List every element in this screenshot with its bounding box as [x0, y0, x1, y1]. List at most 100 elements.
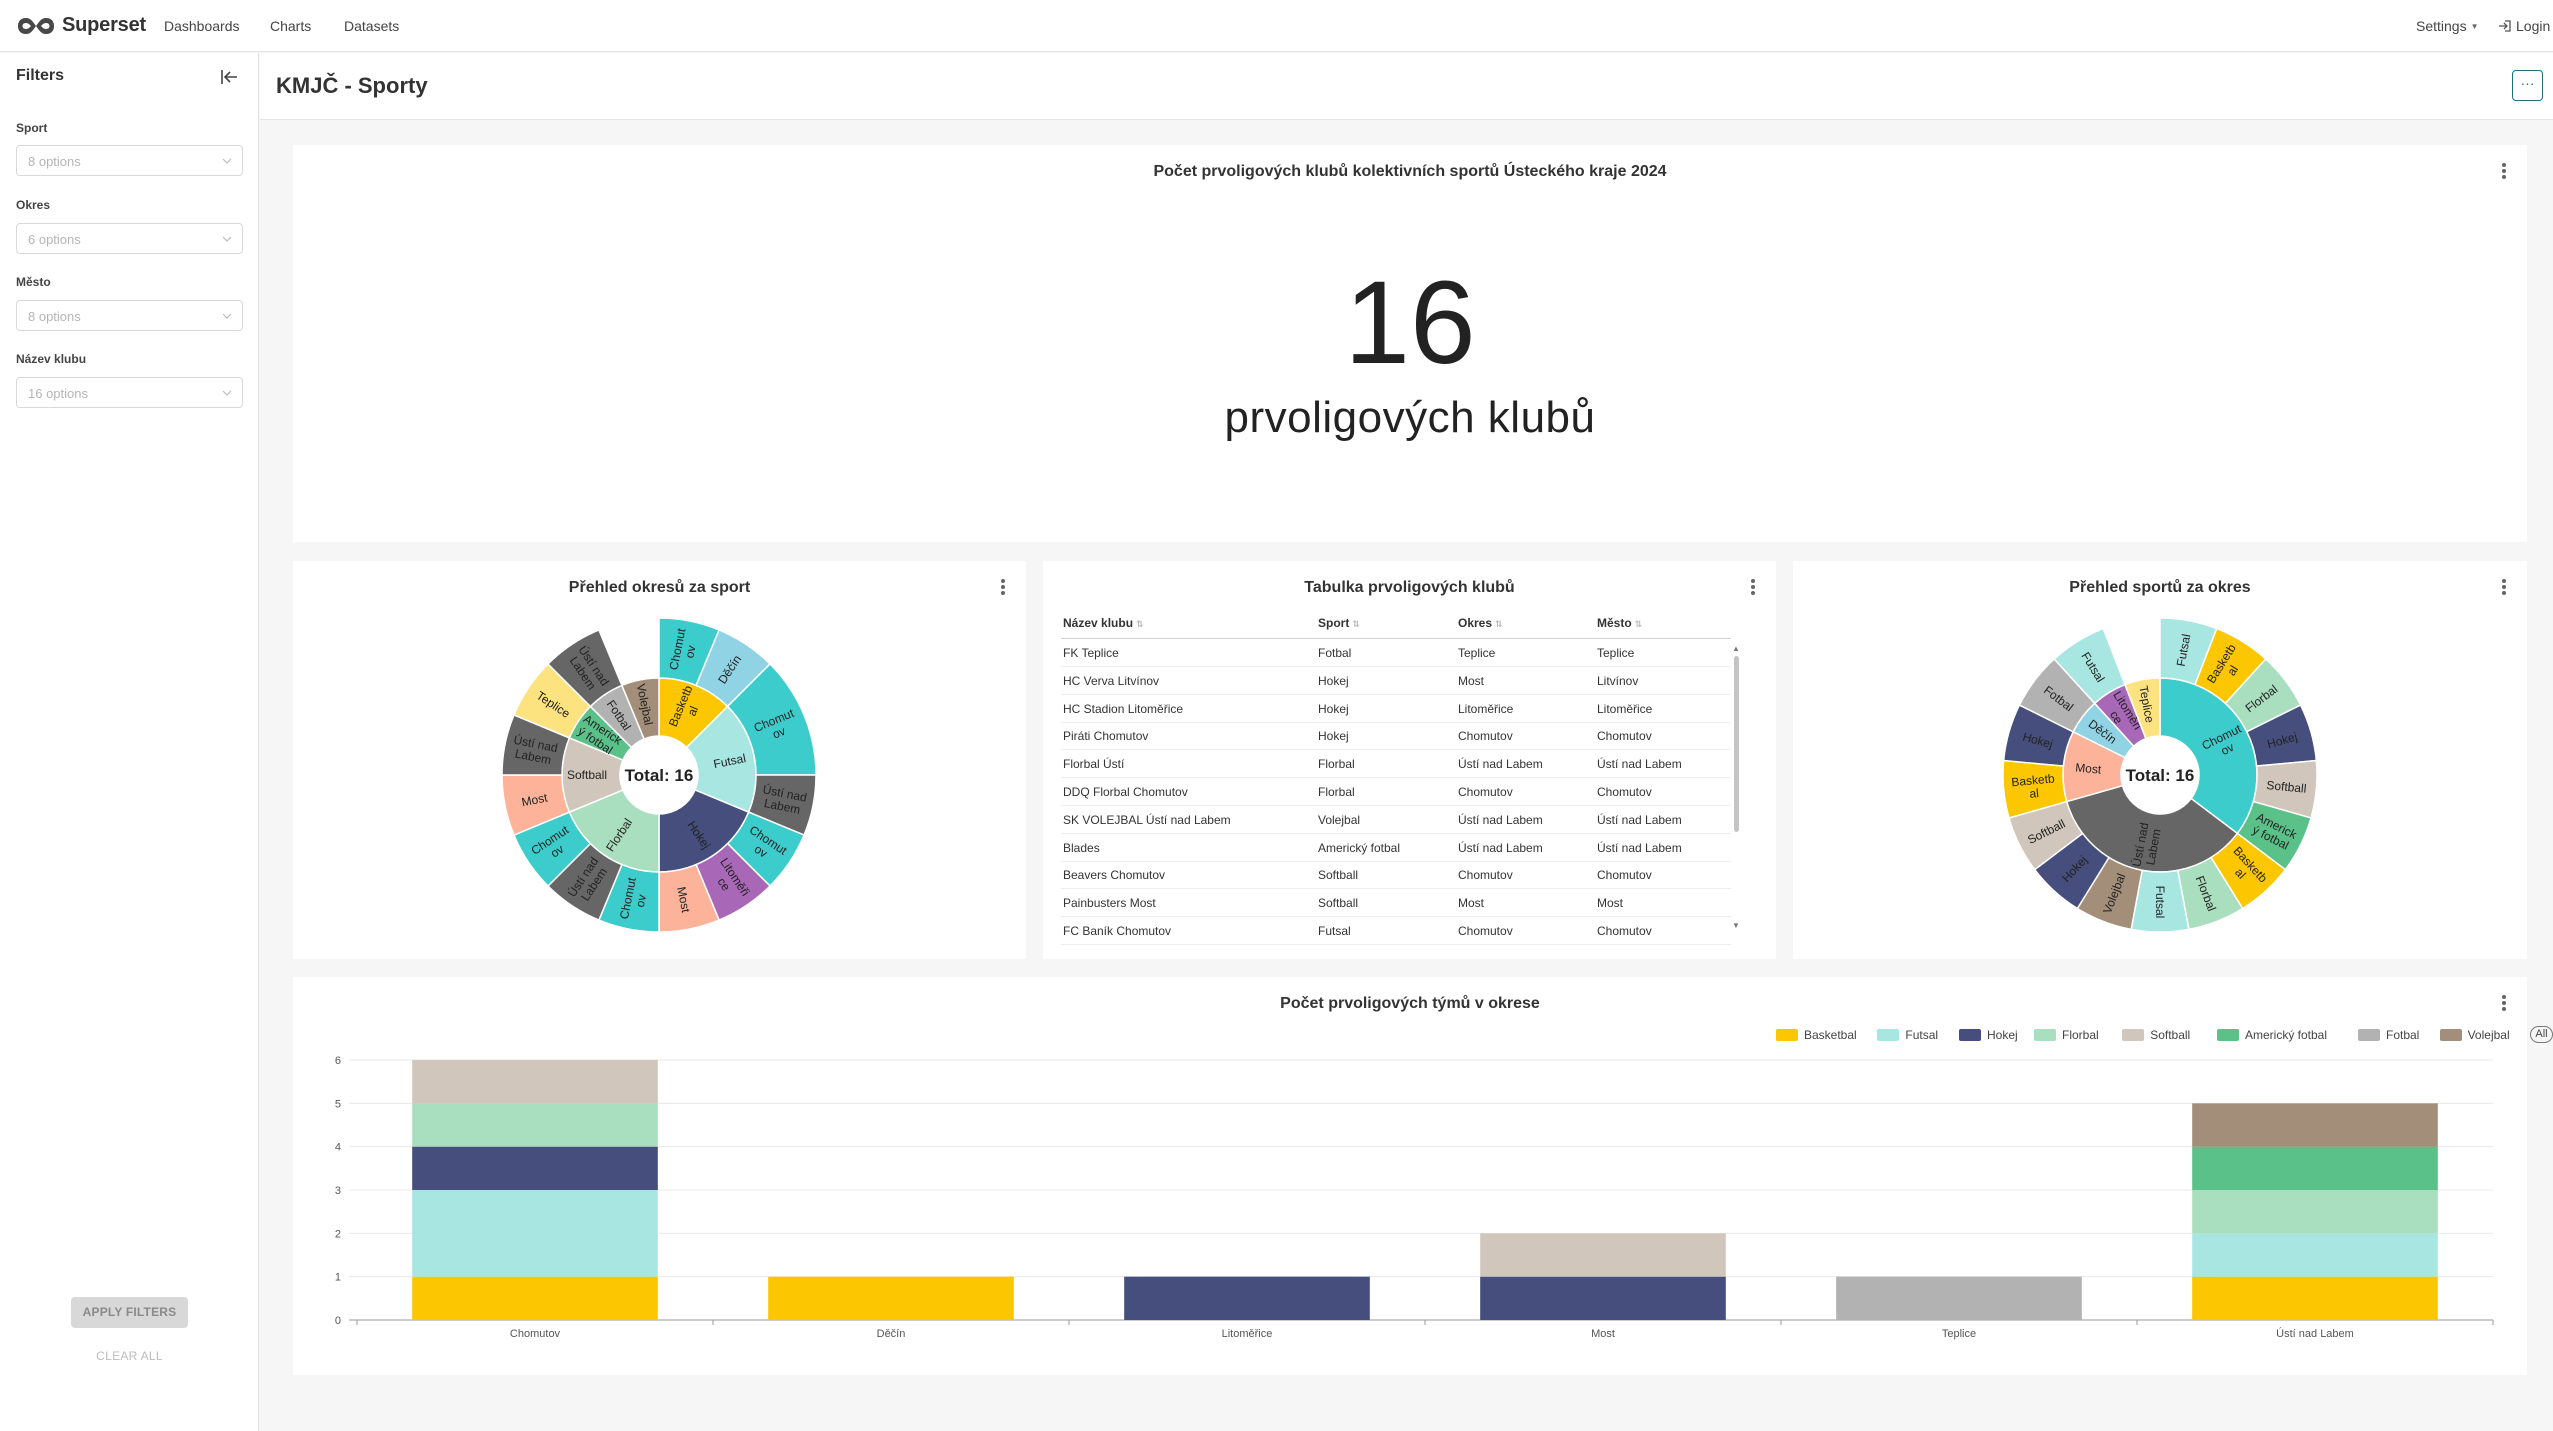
table-cell: Most	[1458, 896, 1485, 911]
table-cell: Most	[1597, 896, 1624, 911]
sunburst-right-title: Přehled sportů za okres	[2069, 579, 2251, 596]
sunburst-outer-label: Most	[674, 885, 693, 914]
bar-segment[interactable]	[768, 1276, 1014, 1320]
login-link[interactable]: Login	[2498, 18, 2550, 34]
table-cell: Chomutov	[1458, 868, 1513, 883]
sort-icon: ⇅	[1136, 619, 1144, 629]
bar-segment[interactable]	[1480, 1276, 1726, 1320]
more-options-button[interactable]: ···	[2512, 70, 2543, 101]
bar-chart-legend: Basketbal Futsal Hokej Florbal Softball Ameri…	[1776, 1026, 2553, 1044]
table-row: FC Baník Chomutov Futsal Chomutov Chomutov	[1061, 917, 1731, 945]
chevron-down-icon	[222, 236, 232, 242]
legend-toggle-all-button[interactable]: All	[2530, 1026, 2553, 1043]
legend-item[interactable]: Fotbal	[2358, 1028, 2419, 1042]
apply-filters-button[interactable]: APPLY FILTERS	[71, 1297, 188, 1328]
y-tick-label: 3	[335, 1185, 341, 1197]
legend-item[interactable]: Florbal	[2034, 1028, 2099, 1042]
column-header-sport[interactable]: Sport ⇅	[1318, 616, 1360, 630]
legend-item[interactable]: Futsal	[1877, 1028, 1938, 1042]
table-cell: Ústí nad Labem	[1458, 757, 1543, 772]
nav-charts[interactable]: Charts	[270, 18, 312, 34]
top-navbar: Superset Dashboards Charts Datasets Sett…	[0, 0, 2553, 52]
nav-datasets[interactable]: Datasets	[344, 18, 400, 34]
sunburst-center	[620, 736, 698, 814]
stacked-bar-chart: 0 1 2 3 4 5 6 Chomutov Děčín Litoměřice Most Teplic…	[335, 1055, 2494, 1340]
sunburst-outer-segment[interactable]	[546, 628, 623, 708]
table-cell: Ústí nad Labem	[1597, 840, 1682, 855]
collapse-sidebar-icon[interactable]	[219, 67, 241, 87]
sunburst-left-title: Přehled okresů za sport	[568, 579, 751, 596]
bar-segment[interactable]	[2192, 1276, 2438, 1320]
sunburst-left-chart: BasketbalFutsalHokejFlorbalSoftballAmeri…	[501, 617, 817, 933]
bar-segment[interactable]	[412, 1103, 658, 1147]
panel-menu-icon[interactable]	[2501, 579, 2507, 597]
column-header-nazev-klubu[interactable]: Název klubu ⇅	[1063, 616, 1144, 630]
table-cell: HC Verva Litvínov	[1063, 673, 1160, 688]
table-cell: Chomutov	[1597, 924, 1652, 938]
legend-swatch	[2439, 1029, 2462, 1041]
legend-item[interactable]: Hokej	[1959, 1028, 2018, 1042]
panel-menu-icon[interactable]	[1000, 579, 1006, 597]
column-header-okres[interactable]: Okres ⇅	[1458, 616, 1503, 630]
legend-label: Futsal	[1905, 1028, 1939, 1042]
bar-segment[interactable]	[2192, 1233, 2438, 1277]
y-tick-label: 0	[335, 1315, 341, 1327]
filter-select-nazev-klubu[interactable]: 16 options	[16, 377, 243, 408]
legend-item[interactable]: Softball	[2122, 1028, 2190, 1042]
filter-select-okres[interactable]: 6 options	[16, 223, 243, 254]
table-panel: Tabulka prvoligových klubů Název klubu ⇅ …	[1043, 561, 1776, 959]
table-cell: Litoměřice	[1458, 701, 1514, 716]
bar-segment[interactable]	[2192, 1103, 2438, 1147]
settings-menu[interactable]: Settings ▼	[2416, 18, 2479, 34]
scroll-down-arrow-icon[interactable]: ▼	[1732, 921, 1740, 930]
table-scrollbar[interactable]	[1734, 656, 1739, 832]
table-header-divider	[1061, 638, 1731, 639]
table-cell: Florbal Ústí	[1063, 757, 1125, 772]
legend-item[interactable]: Volejbal	[2439, 1028, 2510, 1042]
table-cell: Softball	[1318, 896, 1359, 911]
login-label: Login	[2516, 18, 2551, 34]
sunburst-outer-label: Most	[520, 790, 549, 809]
filter-select-sport[interactable]: 8 options	[16, 145, 243, 176]
panel-menu-icon[interactable]	[2501, 163, 2507, 181]
table-cell: Teplice	[1458, 646, 1496, 660]
x-tick-label: Děčín	[877, 1328, 906, 1340]
bar-segment[interactable]	[1836, 1276, 2082, 1320]
clear-all-button[interactable]: CLEAR ALL	[96, 1349, 163, 1363]
table-cell: Litoměřice	[1597, 701, 1653, 716]
bar-segment[interactable]	[412, 1060, 658, 1104]
bar-segment[interactable]	[412, 1190, 658, 1277]
filters-title: Filters	[16, 67, 65, 84]
y-tick-label: 2	[335, 1228, 341, 1240]
bar-segment[interactable]	[1480, 1233, 1726, 1277]
sunburst-outer-segment[interactable]	[2053, 627, 2126, 705]
y-tick-label: 4	[335, 1142, 341, 1154]
table-row: Florbal Ústí Florbal Ústí nad Labem Ústí na…	[1061, 750, 1731, 779]
sort-icon: ⇅	[1495, 619, 1503, 629]
column-header-mesto[interactable]: Město ⇅	[1597, 616, 1643, 630]
bar-segment[interactable]	[412, 1146, 658, 1190]
filter-placeholder: 6 options	[28, 232, 81, 247]
table-cell: Chomutov	[1597, 729, 1652, 744]
filter-select-mesto[interactable]: 8 options	[16, 300, 243, 331]
sort-icon: ⇅	[1634, 619, 1643, 629]
bar-segment[interactable]	[1124, 1276, 1370, 1320]
scroll-up-arrow-icon[interactable]: ▲	[1732, 644, 1740, 653]
sunburst-inner-label: Futsal	[712, 751, 747, 771]
nav-dashboards[interactable]: Dashboards	[164, 18, 240, 34]
panel-menu-icon[interactable]	[1750, 579, 1756, 597]
bar-segment[interactable]	[2192, 1190, 2438, 1234]
settings-label: Settings	[2416, 18, 2467, 34]
legend-label: Americký fotbal	[2245, 1028, 2328, 1042]
caret-down-icon: ▼	[2470, 21, 2479, 31]
legend-swatch	[2034, 1029, 2056, 1041]
table-cell: FC Baník Chomutov	[1063, 924, 1172, 938]
bar-segment[interactable]	[2192, 1146, 2438, 1190]
bar-segment[interactable]	[412, 1276, 658, 1320]
sunburst-total-label: Total: 16	[2126, 766, 2195, 785]
panel-menu-icon[interactable]	[2501, 995, 2507, 1013]
legend-item[interactable]: Americký fotbal	[2217, 1028, 2327, 1042]
legend-item[interactable]: Basketbal	[1776, 1028, 1857, 1042]
superset-logo[interactable]: Superset	[16, 14, 146, 37]
